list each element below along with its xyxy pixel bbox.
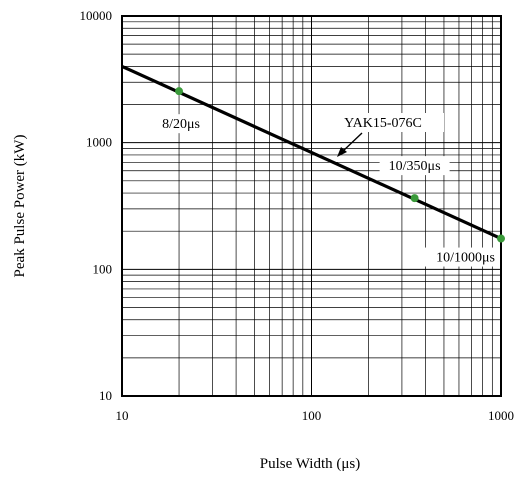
x-tick-label: 10 <box>116 408 129 423</box>
y-tick-label: 100 <box>93 261 113 276</box>
x-axis-label: Pulse Width (μs) <box>260 456 361 472</box>
x-tick-label: 1000 <box>488 408 514 423</box>
series-label-leader <box>341 132 363 153</box>
y-tick-labels: 10 100 1000 10000 <box>80 8 113 403</box>
series-label-bg <box>322 113 444 132</box>
grid-lines <box>122 16 501 396</box>
plot-frame <box>121 15 502 397</box>
marker-label: 10/1000μs <box>436 251 495 266</box>
marker-point <box>410 194 419 203</box>
marker-label-bg <box>151 114 212 134</box>
marker-label-bg <box>423 247 495 267</box>
marker-label-bg <box>379 156 450 176</box>
x-tick-labels: 10 100 1000 <box>116 408 515 423</box>
series-layer <box>121 64 502 241</box>
x-tick-label: 100 <box>302 408 322 423</box>
y-tick-label: 10 <box>99 388 112 403</box>
series-line <box>121 64 502 241</box>
marker-point <box>175 87 184 96</box>
y-axis-label: Peak Pulse Power (kW) <box>12 135 28 278</box>
marker-label: 8/20μs <box>162 117 200 132</box>
marker-point <box>497 234 505 243</box>
series-label: YAK15-076C <box>344 116 422 131</box>
series-label-arrowhead <box>337 147 347 157</box>
annotation-layer: YAK15-076C 8/20μs 10/350μs 10/1000μs <box>151 87 505 267</box>
y-tick-label: 10000 <box>80 8 113 23</box>
y-tick-label: 1000 <box>86 135 112 150</box>
marker-label: 10/350μs <box>389 159 441 174</box>
